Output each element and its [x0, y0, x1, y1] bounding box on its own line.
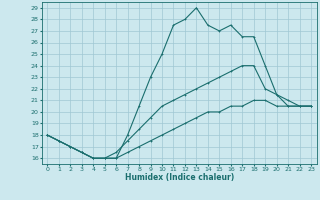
X-axis label: Humidex (Indice chaleur): Humidex (Indice chaleur) — [124, 173, 234, 182]
